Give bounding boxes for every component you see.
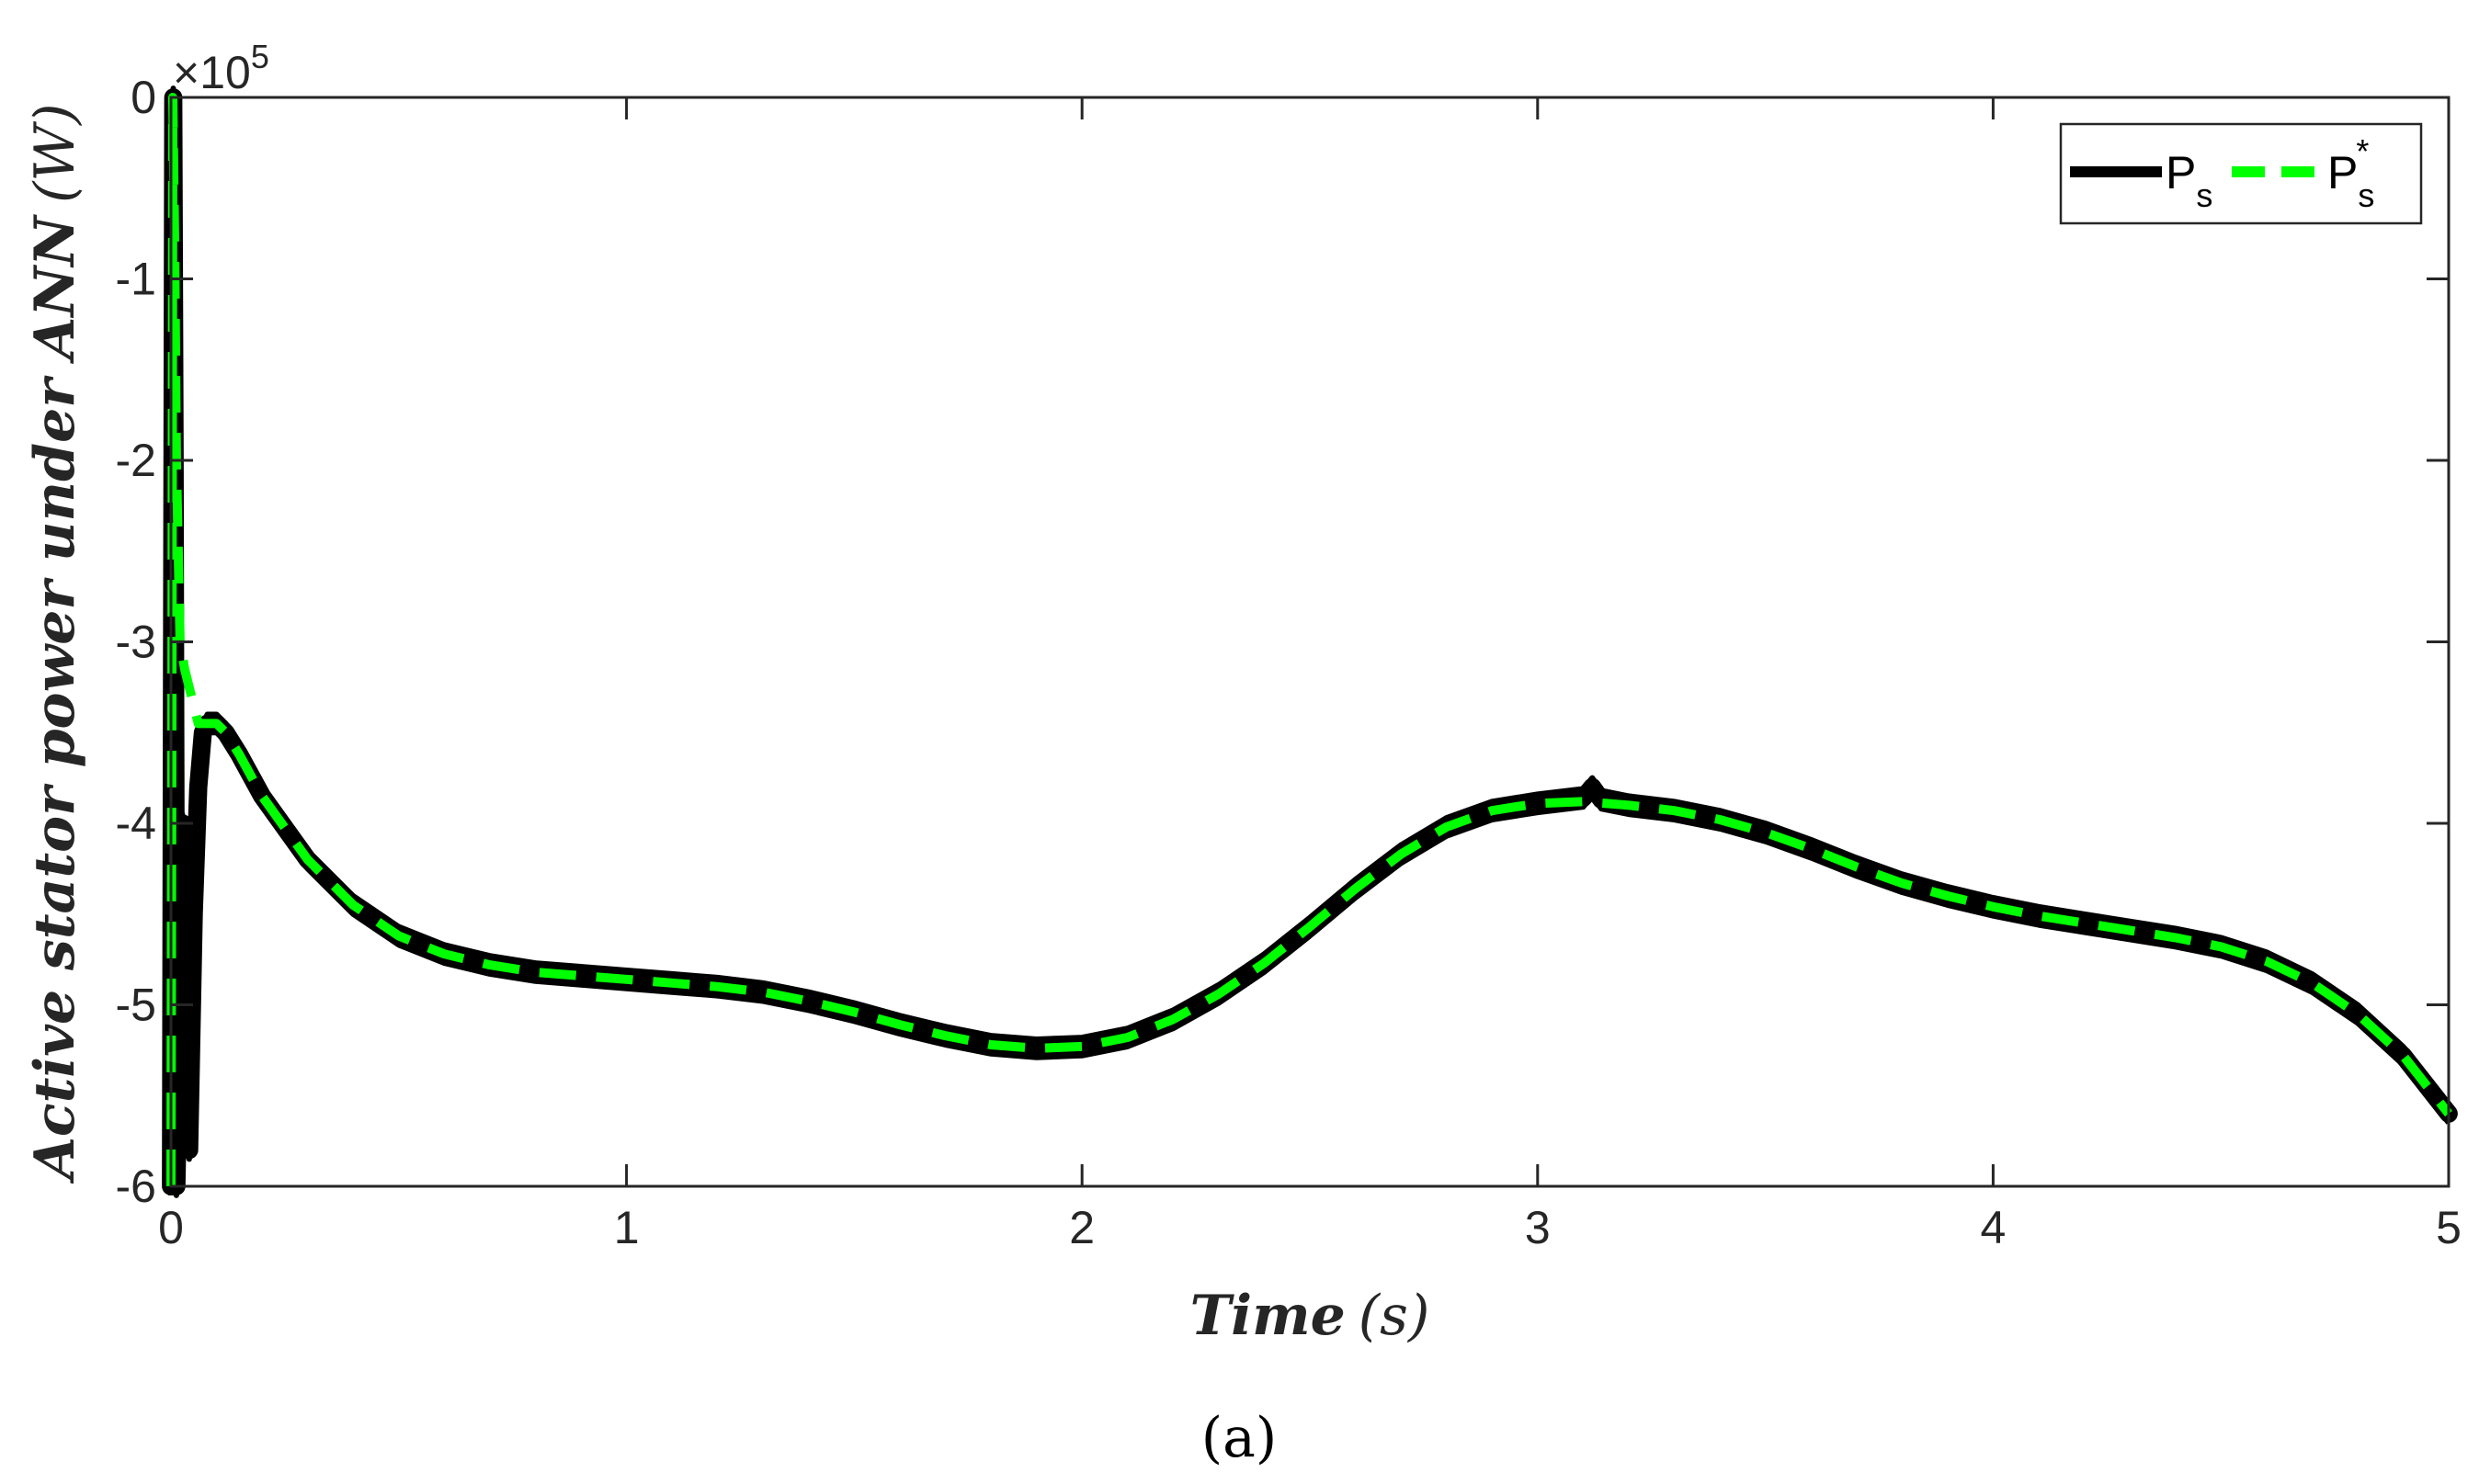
y-exponent-label: ×105 [173, 38, 269, 98]
y-tick-label: -4 [116, 798, 156, 849]
y-tick-label: -6 [116, 1161, 156, 1212]
y-tick-label: -3 [116, 617, 156, 668]
tick-layer: 0 1 2 3 4 5 0 -1 -2 -3 -4 -5 -6 [116, 72, 2462, 1253]
x-axis-title: Time (s) [1190, 1284, 1430, 1348]
x-tick-label: 5 [2436, 1202, 2462, 1253]
y-tick-label: -5 [116, 980, 156, 1031]
x-tick-label: 3 [1525, 1202, 1551, 1253]
x-tick-label: 0 [158, 1202, 184, 1253]
y-tick-label: -2 [116, 435, 156, 486]
series-ps-band-bottom [168, 103, 2451, 1198]
figure-caption: (a) [1201, 1406, 1278, 1470]
legend: Ps Ps* [2059, 122, 2423, 225]
legend-label-ps: Ps [2166, 147, 2212, 214]
series-ps-ref-line [166, 93, 2452, 1187]
series-layer [162, 85, 2458, 1198]
x-tick-label: 4 [1980, 1202, 2006, 1253]
x-tick-label: 1 [614, 1202, 640, 1253]
plot-area [171, 97, 2449, 1186]
legend-label-ps-ref: Ps* [2327, 132, 2374, 214]
x-tick-label: 2 [1069, 1202, 1095, 1253]
y-tick-label: -1 [116, 254, 156, 305]
y-tick-label: 0 [131, 72, 156, 123]
y-axis-title: Active stator power under ANN(W) [23, 103, 87, 1184]
